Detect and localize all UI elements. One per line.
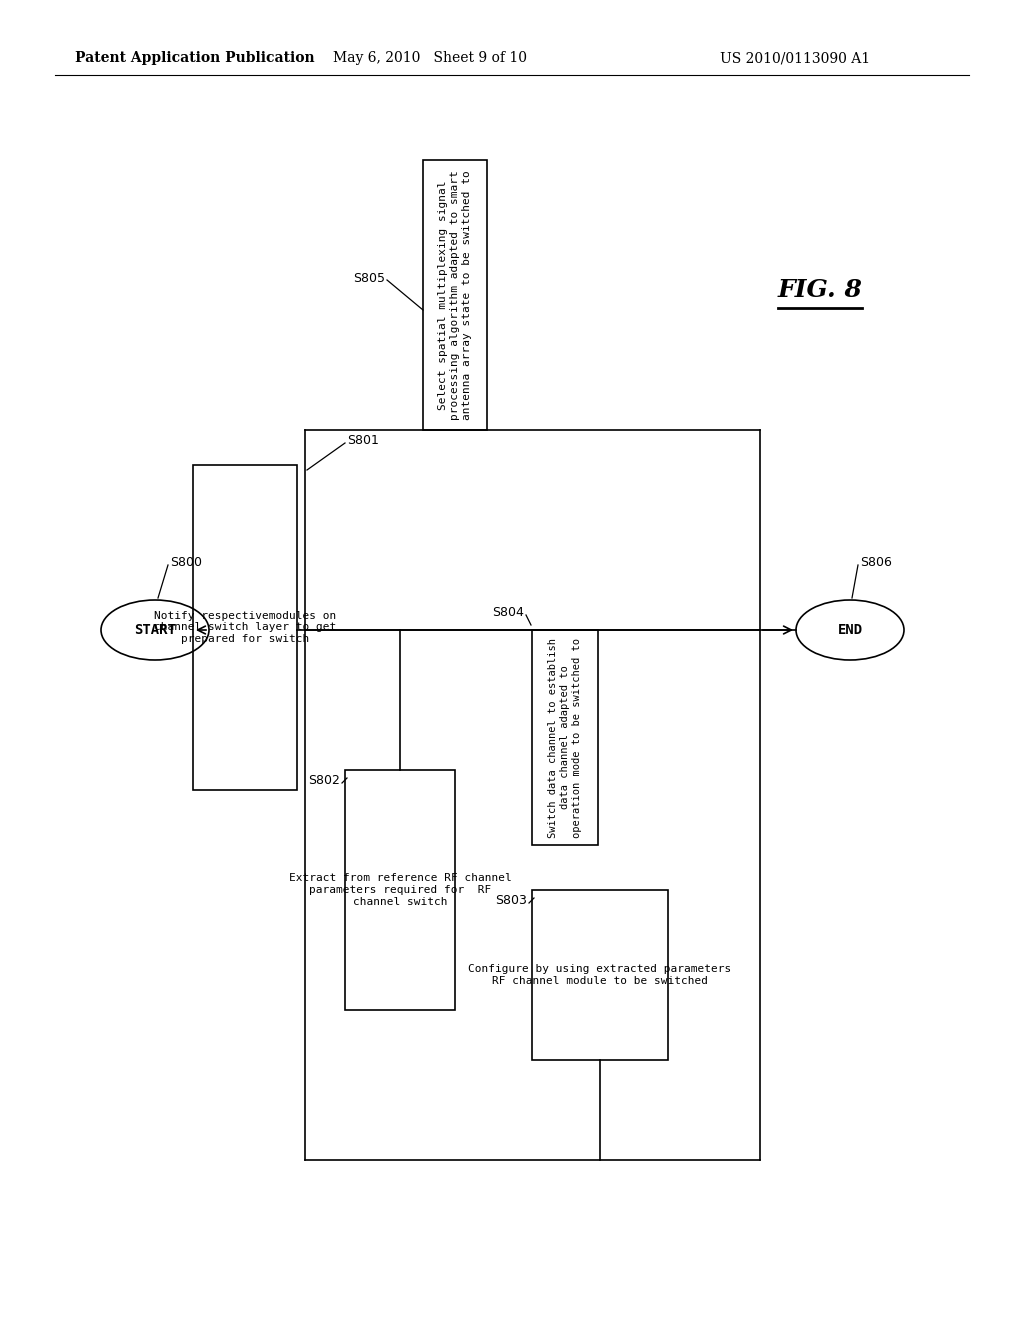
Text: S805: S805 xyxy=(353,272,385,285)
Text: US 2010/0113090 A1: US 2010/0113090 A1 xyxy=(720,51,870,65)
Text: S801: S801 xyxy=(347,433,379,446)
Text: START: START xyxy=(134,623,176,638)
Text: Select spatial multiplexing signal
processing algorithm adapted to smart
antenna: Select spatial multiplexing signal proce… xyxy=(438,170,472,420)
Text: S804: S804 xyxy=(493,606,524,619)
Text: May 6, 2010   Sheet 9 of 10: May 6, 2010 Sheet 9 of 10 xyxy=(333,51,527,65)
Text: Patent Application Publication: Patent Application Publication xyxy=(75,51,314,65)
Text: FIG. 8: FIG. 8 xyxy=(777,279,862,302)
Text: Extract from reference RF channel
parameters required for  RF
channel switch: Extract from reference RF channel parame… xyxy=(289,874,511,907)
Text: Configure by using extracted parameters
RF channel module to be switched: Configure by using extracted parameters … xyxy=(468,964,731,986)
Bar xyxy=(193,465,297,789)
Bar xyxy=(423,160,487,430)
Text: Switch data channel to establish
data channel adapted to
operation mode to be sw: Switch data channel to establish data ch… xyxy=(549,638,582,837)
Bar xyxy=(345,770,455,1010)
Text: Notify respectivemodules on
channel switch layer to get
prepared for switch: Notify respectivemodules on channel swit… xyxy=(154,611,336,644)
Text: S806: S806 xyxy=(860,556,892,569)
Text: S800: S800 xyxy=(170,556,202,569)
Text: END: END xyxy=(838,623,862,638)
Text: S802: S802 xyxy=(308,774,340,787)
Bar xyxy=(532,890,668,1060)
Bar xyxy=(532,630,598,845)
Text: S803: S803 xyxy=(496,894,527,907)
